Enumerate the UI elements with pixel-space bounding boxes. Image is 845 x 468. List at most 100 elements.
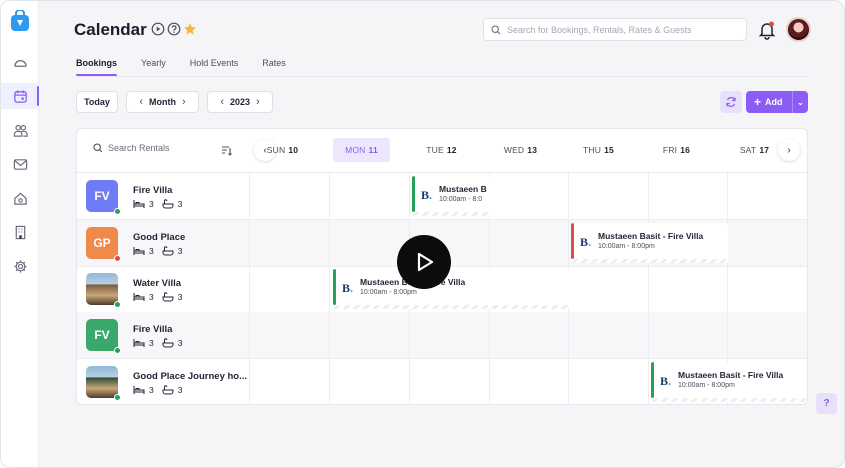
sidebar-item-properties[interactable]	[1, 219, 39, 245]
day-header-sat: SAT 17	[726, 138, 783, 162]
notification-bell-icon[interactable]	[758, 20, 776, 40]
year-selector[interactable]: ‹ 2023 ›	[207, 91, 273, 113]
plus-icon: +	[754, 95, 762, 109]
video-play-button[interactable]	[397, 235, 451, 289]
add-label: Add	[765, 97, 783, 107]
chevron-left-icon[interactable]: ‹	[220, 96, 224, 108]
sidebar-item-guests[interactable]	[1, 117, 39, 143]
bathtub-icon	[162, 385, 174, 395]
tab-yearly[interactable]: Yearly	[141, 58, 166, 68]
sidebar-item-inbox[interactable]	[1, 151, 39, 177]
chevron-right-icon[interactable]: ›	[256, 96, 260, 108]
calendar-cell[interactable]	[649, 266, 728, 312]
calendar-cell[interactable]	[330, 220, 410, 266]
calendar-cell[interactable]	[490, 173, 569, 219]
calendar-cell[interactable]	[330, 312, 410, 358]
global-search[interactable]	[483, 18, 747, 41]
calendar-cell[interactable]	[490, 220, 569, 266]
booking-body	[333, 269, 569, 305]
tab-bookings[interactable]: Bookings	[76, 58, 118, 78]
calendar-cell[interactable]	[250, 173, 330, 219]
bed-count: 3	[149, 385, 154, 395]
bath-count: 3	[177, 338, 183, 348]
status-dot	[114, 301, 121, 308]
calendar-cell[interactable]	[569, 173, 649, 219]
booking-body	[571, 223, 728, 259]
calendar-cell[interactable]	[728, 173, 807, 219]
day-of-week: TUE	[426, 145, 444, 155]
calendar-cell[interactable]	[490, 312, 569, 358]
calendar-cell[interactable]	[728, 312, 807, 358]
rental-name: Fire Villa	[133, 324, 173, 335]
rental-search-placeholder: Search Rentals	[108, 143, 170, 153]
bathtub-icon	[162, 292, 174, 302]
bath-count: 3	[177, 246, 183, 256]
calendar-cell[interactable]	[250, 312, 330, 358]
status-dot	[114, 347, 121, 354]
calendar-cell[interactable]	[250, 220, 330, 266]
sidebar-item-settings[interactable]	[1, 253, 39, 279]
add-button[interactable]: + Add ⌄	[746, 91, 808, 113]
help-circle-icon[interactable]	[167, 22, 181, 36]
app-logo-icon[interactable]	[10, 9, 30, 32]
refresh-button[interactable]	[720, 91, 742, 113]
status-dot	[114, 255, 121, 262]
bed-count: 3	[149, 246, 154, 256]
calendar-cell[interactable]	[569, 359, 649, 404]
calendar-cell[interactable]	[250, 359, 330, 404]
star-icon[interactable]	[183, 22, 197, 36]
calendar-cell[interactable]	[649, 312, 728, 358]
rental-info[interactable]: FV Fire Villa 3 3	[77, 312, 250, 358]
rental-info[interactable]: Water Villa 3 3	[77, 266, 250, 312]
booking-block[interactable]: B Mustaeen B 10:00am - 8:0	[412, 176, 490, 216]
sort-icon[interactable]	[221, 145, 232, 156]
calendar-cell[interactable]	[569, 266, 649, 312]
help-button[interactable]: ?	[816, 393, 837, 414]
chevron-down-icon[interactable]: ⌄	[792, 91, 808, 113]
calendar-grid: Search Rentals ‹ › SUN 10 MON 11 TUE 12 WED 13 T…	[76, 128, 808, 405]
rental-search[interactable]: Search Rentals	[93, 143, 170, 153]
calendar-cell[interactable]	[330, 173, 410, 219]
page-title: Calendar	[74, 20, 147, 39]
user-avatar[interactable]	[786, 17, 811, 42]
sidebar-item-calendar[interactable]	[1, 83, 39, 109]
day-number: 15	[604, 145, 614, 155]
sidebar-item-rentals[interactable]	[1, 185, 39, 211]
tab-rates[interactable]: Rates	[262, 58, 286, 68]
search-input[interactable]	[507, 24, 737, 35]
rental-row: Good Place Journey ho... 3 3	[77, 359, 807, 404]
chevron-left-icon[interactable]: ‹	[139, 96, 143, 108]
next-week-button[interactable]: ›	[778, 139, 800, 161]
booking-com-logo: B	[660, 374, 671, 389]
calendar-cell[interactable]	[490, 359, 569, 404]
sidebar-item-dashboard[interactable]	[1, 49, 39, 75]
rental-info[interactable]: Good Place Journey ho... 3 3	[77, 359, 250, 404]
calendar-cell[interactable]	[728, 266, 807, 312]
calendar-cell[interactable]	[410, 312, 490, 358]
status-dot	[114, 208, 121, 215]
booking-status-bar	[651, 362, 654, 398]
booking-com-logo: B	[342, 281, 353, 296]
chevron-right-icon[interactable]: ›	[182, 96, 186, 108]
prev-week-button[interactable]: ‹	[254, 139, 276, 161]
play-circle-icon[interactable]	[151, 22, 165, 36]
calendar-cell[interactable]	[410, 359, 490, 404]
calendar-cell[interactable]	[649, 173, 728, 219]
calendar-cell[interactable]	[569, 312, 649, 358]
day-of-week: MON	[345, 145, 366, 155]
rental-info[interactable]: GP Good Place 3 3	[77, 220, 250, 266]
rental-info[interactable]: FV Fire Villa 3 3	[77, 173, 250, 219]
calendar-cell[interactable]	[250, 266, 330, 312]
booking-status-bar	[412, 176, 415, 212]
calendar-cell[interactable]	[728, 220, 807, 266]
today-button[interactable]: Today	[76, 91, 118, 113]
tab-hold-events[interactable]: Hold Events	[189, 58, 239, 68]
chevron-left-icon: ‹	[263, 144, 267, 156]
month-selector[interactable]: ‹ Month ›	[126, 91, 199, 113]
calendar-cell[interactable]	[330, 359, 410, 404]
